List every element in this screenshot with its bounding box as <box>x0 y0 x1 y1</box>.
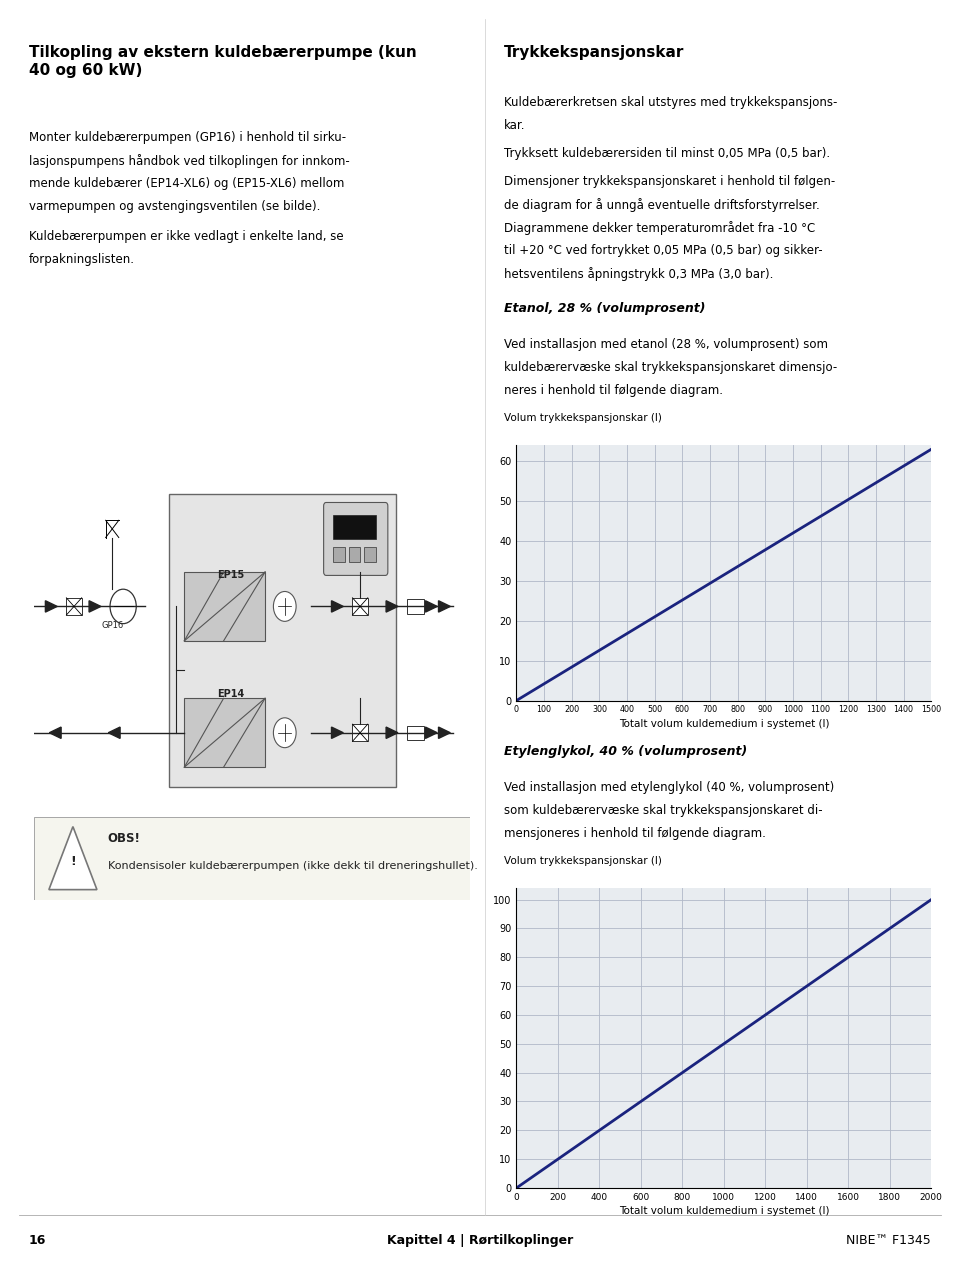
Text: Diagrammene dekker temperaturområdet fra -10 °C: Diagrammene dekker temperaturområdet fra… <box>504 221 815 235</box>
Circle shape <box>274 718 296 748</box>
Bar <box>364 546 376 563</box>
Text: 16: 16 <box>29 1234 46 1247</box>
Text: hetsventilens åpningstrykk 0,3 MPa (3,0 bar).: hetsventilens åpningstrykk 0,3 MPa (3,0 … <box>504 267 774 281</box>
Text: kuldebærervæske skal trykkekspansjonskaret dimensjo-: kuldebærervæske skal trykkekspansjonskar… <box>504 361 837 374</box>
Text: de diagram for å unngå eventuelle driftsforstyrrelser.: de diagram for å unngå eventuelle drifts… <box>504 198 820 212</box>
Text: til +20 °C ved fortrykket 0,05 MPa (0,5 bar) og sikker-: til +20 °C ved fortrykket 0,05 MPa (0,5 … <box>504 244 823 256</box>
Text: Kondensisoler kuldebærerpumpen (ikke dekk til dreneringshullet).: Kondensisoler kuldebærerpumpen (ikke dek… <box>108 861 478 872</box>
Text: GP16: GP16 <box>102 620 124 629</box>
Bar <box>407 726 423 740</box>
Polygon shape <box>108 727 120 739</box>
Text: EP15: EP15 <box>217 569 244 579</box>
Text: Kuldebærerpumpen er ikke vedlagt i enkelte land, se: Kuldebærerpumpen er ikke vedlagt i enkel… <box>29 230 344 242</box>
Text: Kuldebærerkretsen skal utstyres med trykkekspansjons-: Kuldebærerkretsen skal utstyres med tryk… <box>504 96 837 108</box>
FancyBboxPatch shape <box>324 503 388 575</box>
Bar <box>333 546 345 563</box>
Text: som kuldebærervæske skal trykkekspansjonskaret di-: som kuldebærervæske skal trykkekspansjon… <box>504 804 823 817</box>
Text: Dimensjoner trykkekspansjonskaret i henhold til følgen-: Dimensjoner trykkekspansjonskaret i henh… <box>504 175 835 188</box>
Polygon shape <box>45 601 58 612</box>
X-axis label: Totalt volum kuldemedium i systemet (l): Totalt volum kuldemedium i systemet (l) <box>618 718 829 729</box>
Polygon shape <box>386 727 397 739</box>
Bar <box>352 597 368 615</box>
Text: Ved installasjon med etylenglykol (40 %, volumprosent): Ved installasjon med etylenglykol (40 %,… <box>504 781 834 794</box>
Text: Ved installasjon med etanol (28 %, volumprosent) som: Ved installasjon med etanol (28 %, volum… <box>504 338 828 351</box>
Text: kar.: kar. <box>504 119 525 131</box>
Polygon shape <box>425 601 437 612</box>
Text: NIBE™ F1345: NIBE™ F1345 <box>847 1234 931 1247</box>
Bar <box>66 597 82 615</box>
Text: varmepumpen og avstengingsventilen (se bilde).: varmepumpen og avstengingsventilen (se b… <box>29 200 321 213</box>
Text: EP14: EP14 <box>217 689 244 698</box>
Text: mensjoneres i henhold til følgende diagram.: mensjoneres i henhold til følgende diagr… <box>504 827 766 840</box>
Text: Volum trykkekspansjonskar (l): Volum trykkekspansjonskar (l) <box>504 856 661 866</box>
Polygon shape <box>386 601 397 612</box>
Circle shape <box>110 590 136 624</box>
Polygon shape <box>49 727 61 739</box>
Polygon shape <box>49 827 97 889</box>
Text: Trykksett kuldebærersiden til minst 0,05 MPa (0,5 bar).: Trykksett kuldebærersiden til minst 0,05… <box>504 147 830 160</box>
Bar <box>333 514 376 538</box>
Text: mende kuldebærer (EP14-XL6) og (EP15-XL6) mellom: mende kuldebærer (EP14-XL6) og (EP15-XL6… <box>29 177 345 190</box>
Text: OBS!: OBS! <box>108 832 141 845</box>
Text: Volum trykkekspansjonskar (l): Volum trykkekspansjonskar (l) <box>504 413 661 424</box>
Bar <box>169 495 396 787</box>
Text: Kapittel 4 | Rørtilkoplinger: Kapittel 4 | Rørtilkoplinger <box>387 1234 573 1247</box>
Polygon shape <box>439 601 450 612</box>
Polygon shape <box>331 601 344 612</box>
Bar <box>184 572 265 641</box>
Bar <box>348 546 360 563</box>
Polygon shape <box>89 601 101 612</box>
X-axis label: Totalt volum kuldemedium i systemet (l): Totalt volum kuldemedium i systemet (l) <box>618 1206 829 1216</box>
Text: Trykkekspansjonskar: Trykkekspansjonskar <box>504 45 684 60</box>
Text: forpakningslisten.: forpakningslisten. <box>29 253 134 265</box>
Text: !: ! <box>70 855 76 868</box>
Text: lasjonspumpens håndbok ved tilkoplingen for innkom-: lasjonspumpens håndbok ved tilkoplingen … <box>29 154 349 168</box>
Text: Etylenglykol, 40 % (volumprosent): Etylenglykol, 40 % (volumprosent) <box>504 745 747 758</box>
Text: neres i henhold til følgende diagram.: neres i henhold til følgende diagram. <box>504 384 723 397</box>
Polygon shape <box>439 727 450 739</box>
Bar <box>352 725 368 741</box>
Polygon shape <box>425 727 437 739</box>
Text: Monter kuldebærerpumpen (GP16) i henhold til sirku-: Monter kuldebærerpumpen (GP16) i henhold… <box>29 131 346 144</box>
Text: Etanol, 28 % (volumprosent): Etanol, 28 % (volumprosent) <box>504 302 706 315</box>
Bar <box>184 698 265 767</box>
Text: Tilkopling av ekstern kuldebærerpumpe (kun
40 og 60 kW): Tilkopling av ekstern kuldebærerpumpe (k… <box>29 45 417 78</box>
Circle shape <box>274 592 296 621</box>
Polygon shape <box>331 727 344 739</box>
Bar <box>407 600 423 614</box>
